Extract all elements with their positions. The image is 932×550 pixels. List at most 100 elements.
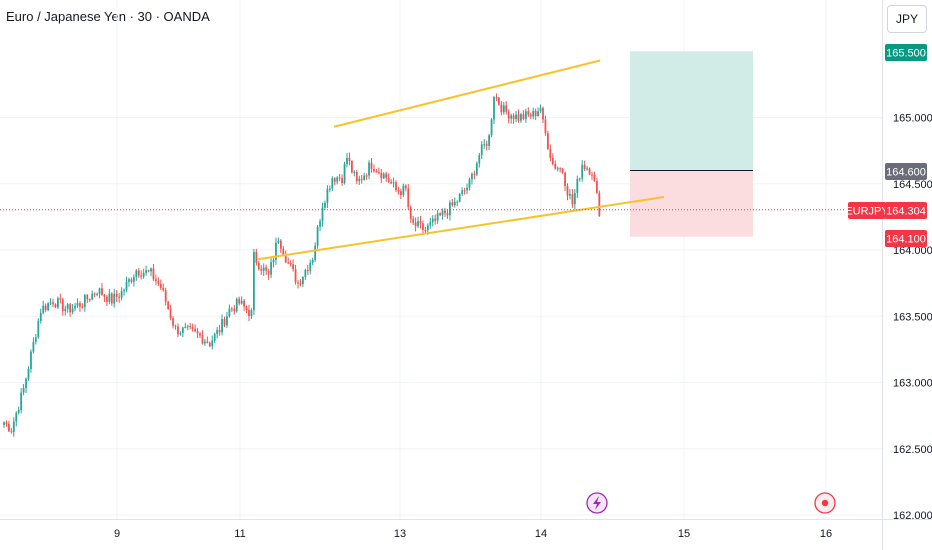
chart-title: Euro / Japanese Yen · 30 · OANDA	[6, 9, 210, 24]
candle-body	[453, 201, 456, 206]
price-tick-label: 162.000	[893, 510, 932, 522]
candle-body	[32, 341, 35, 352]
time-axis[interactable]: 9 11 13 14 15 16	[114, 528, 832, 540]
candle-body	[294, 269, 297, 283]
lower-trendline[interactable]	[257, 196, 665, 261]
candle-body	[480, 144, 483, 155]
candle-body	[463, 190, 466, 192]
candle-body	[164, 290, 167, 302]
candle-body	[407, 188, 410, 207]
candle-body	[34, 337, 37, 342]
candle-body	[522, 114, 525, 119]
candle-body	[446, 213, 449, 216]
candle-body	[510, 115, 513, 119]
candle-body	[155, 279, 157, 282]
candle-body	[507, 111, 510, 119]
candle-body	[30, 351, 32, 369]
candle-body	[15, 412, 18, 422]
candle-body	[591, 174, 593, 176]
candle-body	[404, 185, 407, 189]
candle-body	[583, 165, 586, 169]
candle-body	[542, 107, 544, 120]
candle-body	[106, 296, 108, 302]
currency-selector-button[interactable]: JPY	[887, 5, 927, 33]
candle-body	[88, 299, 91, 301]
candle-body	[517, 114, 520, 121]
candle-body	[57, 298, 59, 308]
candle-body	[353, 171, 356, 173]
candle-body	[150, 268, 152, 272]
candle-body	[228, 308, 231, 317]
candle-body	[471, 173, 473, 180]
candle-body	[262, 267, 265, 271]
candle-body	[42, 305, 45, 313]
candle-body	[184, 326, 187, 328]
candle-body	[456, 201, 459, 203]
candle-body	[240, 300, 243, 304]
candle-body	[272, 259, 275, 263]
candle-body	[181, 327, 184, 334]
candle-body	[561, 168, 564, 173]
candle-body	[483, 144, 486, 146]
target-zone[interactable]	[630, 51, 753, 171]
candle-body	[216, 329, 219, 334]
candle-body	[387, 177, 390, 182]
candle-body	[385, 173, 388, 178]
candle-body	[424, 230, 427, 232]
candle-body	[10, 431, 13, 433]
candle-body	[326, 188, 329, 203]
candle-body	[81, 306, 84, 308]
candle-body	[59, 298, 62, 300]
candle-body	[128, 279, 130, 282]
price-tick-label: 163.000	[893, 378, 932, 390]
price-axis[interactable]: 162.000 162.500 163.000 163.500 164.000 164.5…	[893, 113, 932, 523]
symbol-label: EURJPY	[845, 206, 889, 218]
stop-zone[interactable]	[630, 170, 753, 237]
candle-body	[64, 308, 67, 312]
candle-body	[431, 218, 434, 223]
candle-body	[253, 251, 255, 311]
candle-body	[461, 190, 464, 195]
last-price-tag: EURJPY 164.304	[845, 202, 927, 219]
upper-trendline[interactable]	[333, 59, 601, 128]
candle-body	[257, 262, 260, 269]
candle-body	[103, 295, 106, 297]
candle-body	[91, 293, 94, 300]
candle-body	[115, 293, 118, 297]
candle-body	[596, 181, 598, 193]
candle-body	[417, 221, 419, 227]
last-price-label: 164.304	[886, 206, 926, 218]
candle-body	[466, 187, 468, 191]
candle-body	[49, 302, 52, 304]
candle-body	[213, 333, 216, 341]
candle-body	[495, 97, 498, 99]
candle-body	[179, 333, 182, 335]
target-price-label: 165.500	[886, 48, 926, 60]
price-tick-label: 163.500	[893, 311, 932, 323]
candle-body	[135, 270, 138, 277]
candle-body	[302, 276, 304, 285]
candle-body	[441, 210, 444, 216]
candlestick-series	[3, 93, 601, 437]
price-tick-label: 165.000	[893, 113, 932, 125]
candle-body	[351, 161, 353, 173]
lightning-event-icon[interactable]	[586, 492, 608, 514]
candle-body	[402, 185, 405, 195]
stop-price-label: 164.100	[886, 234, 926, 246]
time-tick-label: 9	[114, 528, 120, 540]
candle-body	[101, 288, 103, 296]
candle-body	[586, 168, 588, 170]
candle-body	[515, 114, 517, 120]
record-event-icon[interactable]	[814, 492, 836, 514]
candle-body	[221, 319, 223, 333]
candle-body	[118, 296, 121, 298]
candle-body	[289, 262, 292, 265]
candle-body	[243, 300, 245, 307]
candle-body	[235, 298, 238, 312]
candle-body	[319, 221, 321, 227]
candle-body	[309, 262, 312, 271]
candle-body	[569, 194, 571, 196]
candle-body	[186, 326, 189, 328]
candle-body	[157, 281, 160, 284]
